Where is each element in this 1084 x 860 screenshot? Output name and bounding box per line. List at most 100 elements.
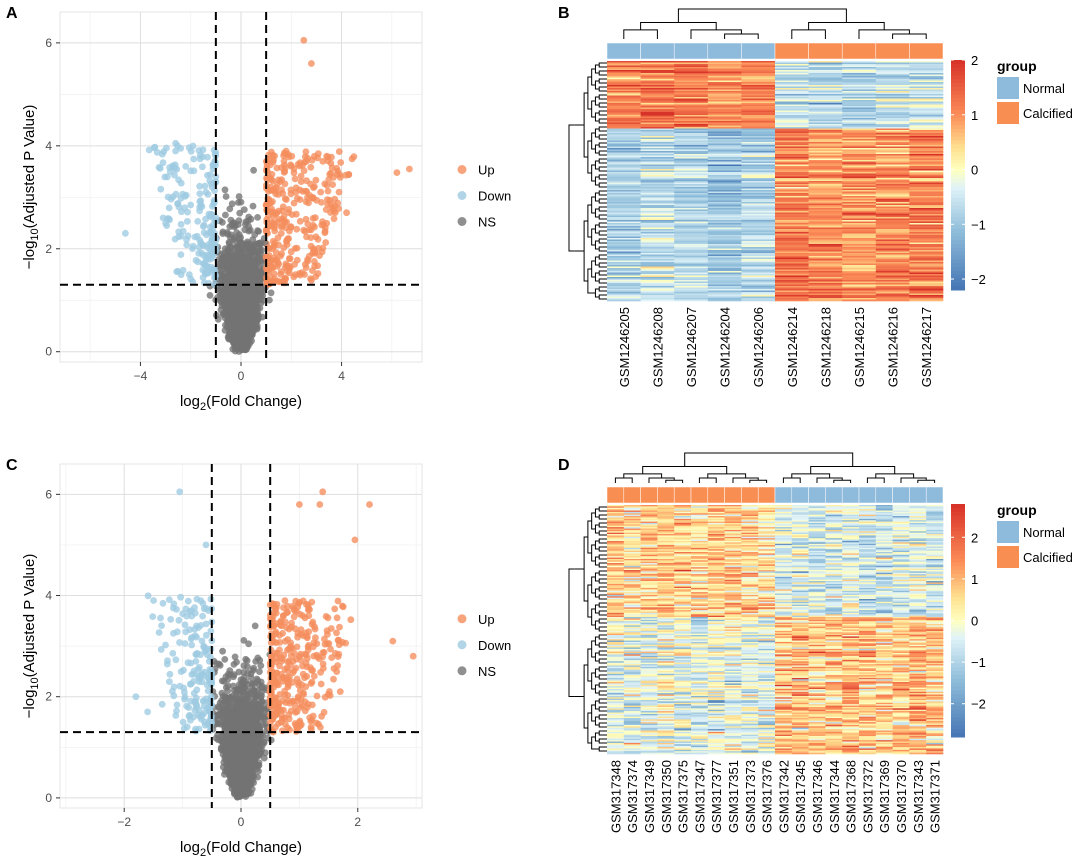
colorbar-segment xyxy=(951,125,965,130)
colorbar-segment xyxy=(951,232,965,237)
dendrogram-branch xyxy=(594,80,600,90)
point-up xyxy=(321,229,329,237)
point-up xyxy=(311,152,318,160)
y-tick-label: 4 xyxy=(45,139,52,153)
point-ns xyxy=(234,298,242,305)
dendrogram-branch xyxy=(594,256,600,266)
point-up xyxy=(323,219,331,227)
colorbar-segment xyxy=(951,86,965,92)
group-legend-label-calcified: Calcified xyxy=(1023,106,1073,121)
dendrogram-branch xyxy=(598,190,603,196)
heatmap-cell xyxy=(741,299,776,302)
point-up xyxy=(300,36,308,44)
dendrogram-branch xyxy=(594,192,600,202)
annotation-cell-normal xyxy=(673,42,709,60)
point-ns xyxy=(226,329,234,337)
point-up xyxy=(335,188,343,196)
dendrogram-branch xyxy=(594,112,600,122)
group-legend-label-normal: Normal xyxy=(1023,81,1065,96)
y-tick-label: 4 xyxy=(45,589,52,603)
point-ns xyxy=(235,193,243,200)
dendrogram-branch xyxy=(594,240,600,250)
dendrogram-branch xyxy=(598,86,603,92)
heatmap-b: GSM1246205 GSM1246208 GSM1246207 GSM1246204… xyxy=(568,8,1073,387)
dendrogram-branch xyxy=(594,272,600,282)
x-tick-label: 0 xyxy=(238,369,245,383)
colorbar-segment xyxy=(951,240,965,245)
colorbar-segment xyxy=(951,129,965,134)
column-label: GSM1246206 xyxy=(751,307,766,387)
point-ns xyxy=(249,202,257,210)
colorbar-segment xyxy=(951,109,965,115)
colorbar-segment xyxy=(951,217,965,222)
point-ns xyxy=(228,200,236,208)
colorbar-segment xyxy=(951,148,965,153)
colorbar-segment xyxy=(951,213,965,218)
point-up xyxy=(316,252,323,259)
point-down xyxy=(203,256,211,263)
point-down xyxy=(204,191,212,198)
dendrogram-branch xyxy=(598,142,603,148)
column-label: GSM1246215 xyxy=(852,307,867,387)
point-up xyxy=(275,216,283,223)
point-up xyxy=(296,217,304,225)
group-legend-title: group xyxy=(997,58,1037,74)
point-up xyxy=(294,160,302,168)
point-ns xyxy=(255,228,262,235)
point-down xyxy=(182,163,190,170)
point-ns xyxy=(233,304,241,312)
colorbar-segment xyxy=(951,255,965,260)
dendrogram-branch xyxy=(591,164,596,182)
column-label: GSM1246208 xyxy=(650,307,665,387)
dendrogram-branch xyxy=(598,262,603,268)
colorbar-segment xyxy=(951,144,965,149)
point-down xyxy=(172,139,180,147)
point-ns xyxy=(221,245,229,253)
point-up xyxy=(293,195,301,202)
dendrogram-branch xyxy=(598,94,603,100)
point-ns xyxy=(251,264,259,272)
point-ns xyxy=(240,206,248,214)
colorbar-segment xyxy=(951,224,965,230)
dendrogram-branch xyxy=(598,70,603,76)
point-ns xyxy=(257,293,265,301)
colorbar-segment xyxy=(951,205,965,210)
point-ns xyxy=(226,205,234,213)
colorbar-label: −1 xyxy=(971,217,986,232)
annotation-cell-calcified xyxy=(841,42,877,60)
annotation-cell-calcified xyxy=(808,42,843,60)
group-legend-swatch-calcified xyxy=(997,102,1019,124)
point-down xyxy=(208,180,215,188)
column-label: GSM1246205 xyxy=(617,307,632,387)
point-down xyxy=(194,218,202,225)
colorbar-segment xyxy=(951,201,965,207)
point-ns xyxy=(226,300,234,308)
colorbar-segment xyxy=(951,60,965,65)
dendrogram-branch xyxy=(598,78,603,84)
point-down xyxy=(195,249,203,257)
dendrogram-branch xyxy=(591,68,596,86)
legend-label-down: Down xyxy=(478,189,511,204)
point-ns xyxy=(221,186,229,194)
point-ns xyxy=(242,339,249,346)
point-up xyxy=(314,235,322,243)
point-ns xyxy=(230,264,237,272)
colorbar-segment xyxy=(951,67,965,72)
dendrogram-branch xyxy=(808,22,885,30)
dendrogram-branch xyxy=(598,150,603,156)
dendrogram-branch xyxy=(598,174,603,180)
annotation-cell-calcified xyxy=(774,42,809,60)
point-ns xyxy=(254,214,261,221)
point-up xyxy=(271,257,279,264)
point-up xyxy=(309,221,317,229)
point-up xyxy=(304,257,311,265)
point-up xyxy=(303,157,310,165)
colorbar-segment xyxy=(951,270,965,276)
colorbar-segment xyxy=(951,102,965,107)
point-up xyxy=(271,187,279,194)
panel-letter-a: A xyxy=(6,5,18,22)
colorbar-label: 1 xyxy=(971,108,978,123)
point-down xyxy=(177,179,185,187)
colorbar-segment xyxy=(951,286,965,291)
point-down xyxy=(190,155,198,163)
